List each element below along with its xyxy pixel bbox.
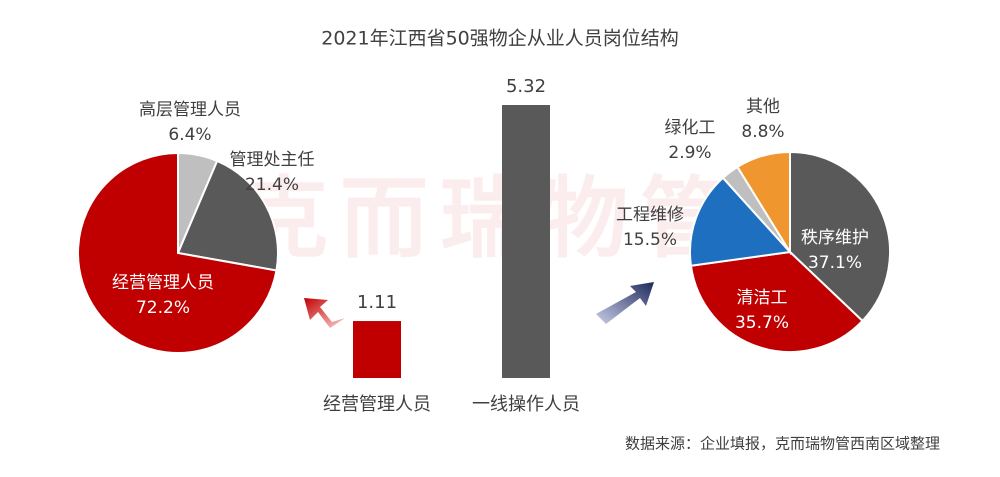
- pie-slice: [789, 150, 891, 323]
- slice-label: 秩序维护: [801, 228, 869, 248]
- pie-slice: [77, 151, 278, 354]
- x-tick-label: 一线操作人员: [472, 394, 580, 415]
- source-note: 数据来源：企业填报，克而瑞物管西南区域整理: [625, 435, 940, 453]
- bar: [502, 105, 550, 378]
- pie-slice: [736, 150, 791, 256]
- slice-value: 21.4%: [245, 175, 299, 195]
- bar-value: 5.32: [506, 76, 546, 97]
- arrow: [304, 298, 345, 328]
- bar: [353, 321, 401, 378]
- pie-slice: [689, 250, 864, 353]
- slice-value: 8.8%: [741, 122, 784, 142]
- slice-label: 绿化工: [665, 118, 716, 138]
- x-tick-label: 经营管理人员: [323, 394, 431, 415]
- slice-value: 6.4%: [168, 125, 211, 145]
- slice-value: 15.5%: [623, 230, 677, 250]
- pie-slice: [689, 176, 793, 267]
- arrow: [596, 282, 654, 324]
- slice-value: 72.2%: [136, 298, 190, 318]
- slice-label: 管理处主任: [230, 150, 315, 170]
- slice-value: 37.1%: [808, 253, 862, 273]
- slice-label: 清洁工: [737, 288, 788, 308]
- pie-slice: [176, 159, 279, 272]
- slice-label: 其他: [746, 97, 780, 117]
- chart-title: 2021年江西省50强物企从业人员岗位结构: [321, 28, 679, 50]
- watermark: 克而瑞物管: [240, 167, 740, 270]
- slice-label: 经营管理人员: [112, 273, 214, 293]
- slice-label: 高层管理人员: [139, 100, 241, 120]
- slice-label: 工程维修: [616, 205, 684, 225]
- slice-value: 35.7%: [735, 313, 789, 333]
- slice-value: 2.9%: [668, 143, 711, 163]
- bar-value: 1.11: [357, 292, 397, 313]
